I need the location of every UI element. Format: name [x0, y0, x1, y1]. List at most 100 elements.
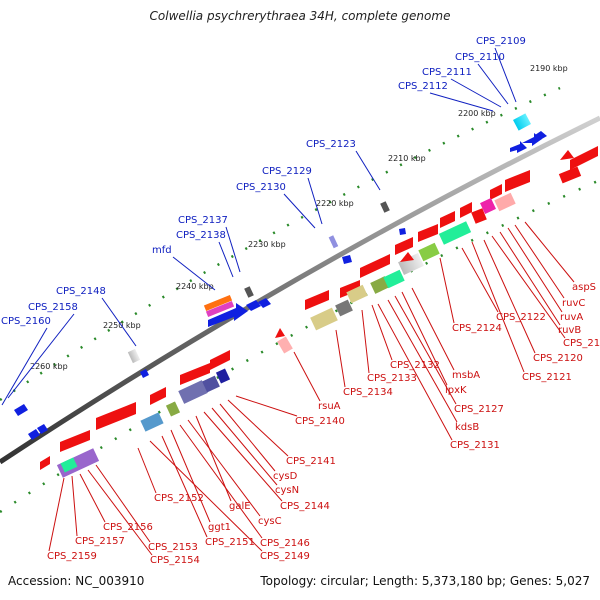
label-leader-line [429, 92, 494, 112]
gene-label[interactable]: cysC [258, 516, 282, 527]
gene-label[interactable]: CPS_2151 [205, 537, 255, 548]
gene-label[interactable]: ruvA [560, 312, 583, 323]
gene-label[interactable]: CPS_2121 [522, 372, 572, 383]
gene-label[interactable]: ruvB [558, 325, 581, 336]
label-leader-line [48, 477, 65, 552]
label-leader-line [471, 241, 525, 373]
lower-gene-labels: aspS ruvC ruvA ruvB CPS_2119 CPS_2120 CPS_2121… [47, 221, 600, 566]
scale-tick-label: 2220 kbp [316, 199, 354, 208]
label-leader-line [227, 399, 289, 457]
upper-gene-labels: CPS_2109 CPS_2110 CPS_2111 CPS_2112 CPS_2123… [1, 36, 526, 406]
label-leader-line [172, 256, 216, 291]
genome-stats-text: Topology: circular; Length: 5,373,180 bp… [260, 574, 590, 588]
label-leader-line [394, 295, 457, 405]
gene-label[interactable]: CPS_2137 [178, 215, 228, 226]
gene-label[interactable]: ruvC [562, 298, 585, 309]
gene-label[interactable]: CPS_2120 [533, 353, 583, 364]
label-leader-line [7, 313, 75, 399]
scale-tick-label: 2200 kbp [458, 109, 496, 118]
gene-label[interactable]: CPS_2109 [476, 36, 526, 47]
label-leader-line [514, 224, 565, 299]
gene-label[interactable]: CPS_2124 [452, 323, 502, 334]
label-leader-line [401, 291, 448, 386]
genome-backbone [0, 115, 600, 465]
label-leader-line [450, 78, 502, 108]
accession-text: Accession: NC_003910 [8, 574, 145, 588]
gene-label[interactable]: CPS_2123 [306, 139, 356, 150]
gene-label[interactable]: kdsB [455, 422, 479, 433]
label-leader-line [161, 435, 208, 538]
gene-label[interactable]: CPS_2132 [390, 360, 440, 371]
gene-label[interactable]: ggt1 [208, 522, 231, 533]
gene-label[interactable]: lpxK [445, 385, 467, 396]
gene-label[interactable]: CPS_2134 [343, 387, 393, 398]
label-leader-line [477, 63, 509, 105]
gene-label[interactable]: CPS_2148 [56, 286, 106, 297]
label-leader-line [170, 429, 211, 523]
label-leader-line [79, 473, 106, 523]
label-leader-line [524, 221, 575, 283]
label-leader-line [377, 303, 453, 441]
scale-tick-label: 2190 kbp [530, 64, 568, 73]
label-leader-line [335, 329, 346, 388]
label-leader-line [101, 297, 137, 347]
gene-label[interactable]: CPS_2112 [398, 81, 448, 92]
gene-label[interactable]: CPS_2129 [262, 166, 312, 177]
gene-label[interactable]: CPS_2153 [148, 542, 198, 553]
label-leader-line [179, 424, 263, 539]
scale-tick-label: 2240 kbp [176, 282, 214, 291]
gene-label[interactable]: cysD [273, 471, 298, 482]
gene-label[interactable]: CPS_2133 [367, 373, 417, 384]
map-title: Colwellia psychrerythraea 34H, complete … [149, 9, 451, 23]
label-leader-line [461, 247, 499, 313]
gene-label[interactable]: CPS_2111 [422, 67, 472, 78]
label-leader-line [411, 287, 455, 371]
label-leader-line [387, 299, 458, 423]
gene-label[interactable]: CPS_2144 [280, 501, 330, 512]
gene-label[interactable]: mfd [152, 245, 172, 256]
label-leader-line [491, 235, 566, 339]
gene-label[interactable]: galE [229, 501, 251, 512]
gene-label[interactable]: CPS_2122 [496, 312, 546, 323]
gene-label[interactable]: CPS_2154 [150, 555, 200, 566]
gene-label[interactable]: CPS_2156 [103, 522, 153, 533]
label-leader-line [507, 227, 563, 313]
gene-label[interactable]: CPS_2160 [1, 316, 51, 327]
label-leader-line [203, 411, 283, 502]
gene-label[interactable]: msbA [452, 370, 480, 381]
gene-label[interactable]: CPS_2146 [260, 538, 310, 549]
label-leader-line [187, 419, 261, 517]
label-leader-line [219, 403, 276, 472]
label-leader-line [95, 464, 151, 543]
label-leader-line [371, 304, 393, 361]
gene-label[interactable]: CPS_2141 [286, 456, 336, 467]
label-leader-line [225, 226, 241, 273]
label-leader-line [293, 351, 321, 402]
gene-label[interactable]: aspS [572, 282, 596, 293]
gene-label[interactable]: CPS_2152 [154, 493, 204, 504]
gene-label[interactable]: CPS_2110 [455, 52, 505, 63]
scale-tick-label: 2260 kbp [30, 362, 68, 371]
label-leader-line [355, 150, 381, 191]
gene-label[interactable]: CPS_2157 [75, 536, 125, 547]
gene-label[interactable]: CPS_2131 [450, 440, 500, 451]
gene-label[interactable]: CPS_2149 [260, 551, 310, 562]
label-leader-line [483, 239, 536, 354]
gene-label[interactable]: cysN [275, 485, 299, 496]
gene-label[interactable]: CPS_2159 [47, 551, 97, 562]
label-leader-line [499, 231, 561, 326]
gene-label[interactable]: CPS_2138 [176, 230, 226, 241]
label-leader-line [361, 309, 370, 374]
label-leader-line [211, 407, 278, 486]
gene-label[interactable]: rsuA [318, 401, 341, 412]
gene-label[interactable]: CPS_2119 [563, 338, 600, 349]
reverse-genes [40, 146, 598, 478]
gene-label[interactable]: CPS_2130 [236, 182, 286, 193]
label-leader-line [137, 447, 157, 494]
label-leader-line [439, 257, 455, 324]
gene-label[interactable]: CPS_2158 [28, 302, 78, 313]
gene-label[interactable]: CPS_2127 [454, 404, 504, 415]
label-leader-line [235, 395, 298, 417]
gene-label[interactable]: CPS_2140 [295, 416, 345, 427]
